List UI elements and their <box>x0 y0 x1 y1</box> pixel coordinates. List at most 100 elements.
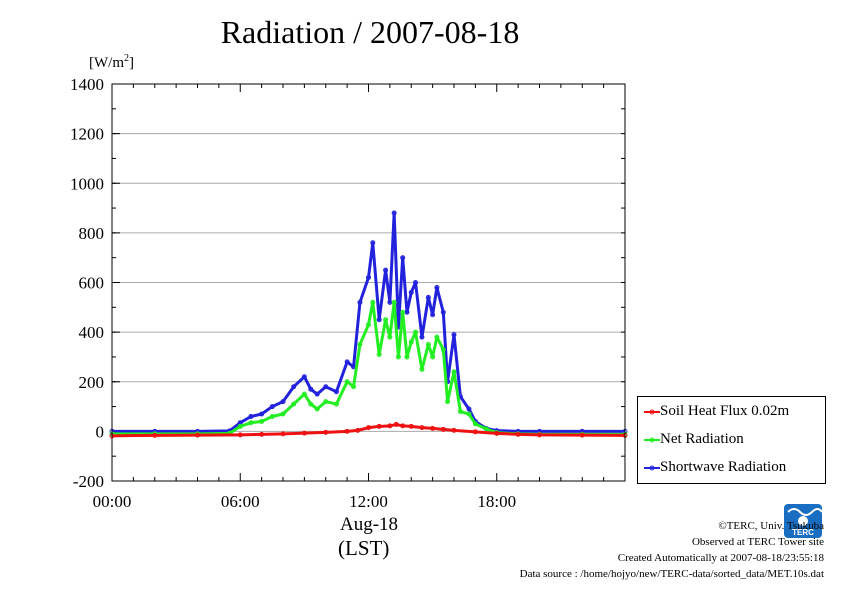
series-lines <box>109 210 628 439</box>
data-point <box>387 423 393 429</box>
data-point <box>483 426 489 432</box>
plot-frame <box>111 83 626 482</box>
data-point <box>466 411 472 417</box>
data-point <box>366 275 371 281</box>
y-tick-label: 1000 <box>70 174 104 193</box>
data-point <box>451 427 457 433</box>
legend-item-soil-heat-flux: Soil Heat Flux 0.02m <box>638 402 825 422</box>
data-point <box>466 406 472 412</box>
data-point <box>280 399 286 405</box>
data-point <box>248 413 254 419</box>
data-point <box>425 294 431 300</box>
data-point <box>413 329 419 335</box>
data-point <box>344 359 350 365</box>
data-point <box>391 299 397 305</box>
data-point <box>472 429 478 435</box>
data-point <box>259 418 265 424</box>
data-point <box>395 354 401 360</box>
data-point <box>237 423 243 429</box>
series-1 <box>109 299 628 437</box>
data-point <box>344 428 350 434</box>
data-point <box>419 425 425 431</box>
data-point <box>383 267 389 273</box>
x-tick-label: 18:00 <box>477 492 516 511</box>
data-point <box>323 399 329 405</box>
data-point <box>269 404 275 410</box>
data-point <box>357 342 363 348</box>
data-point <box>259 431 265 437</box>
data-point <box>291 384 297 390</box>
data-point <box>248 420 254 426</box>
data-point <box>376 423 382 429</box>
data-point <box>357 299 363 305</box>
data-point <box>537 432 542 438</box>
data-point <box>400 255 406 261</box>
data-point <box>413 280 419 285</box>
credit-source: Data source : /home/hojyo/new/TERC-data/… <box>519 568 824 580</box>
data-point <box>301 391 307 397</box>
data-point <box>419 366 425 372</box>
y-tick-label: 200 <box>79 373 105 392</box>
y-axis: -200 0 200 400 600 800 1000 1200 1400 <box>70 75 625 491</box>
data-point <box>419 334 425 340</box>
x-axis: 00:00 06:00 12:00 18:00 <box>93 84 626 511</box>
data-point <box>393 421 399 427</box>
data-point <box>387 334 393 340</box>
data-point <box>445 399 451 405</box>
x-tick-label: 12:00 <box>349 492 388 511</box>
data-point <box>344 379 350 385</box>
data-point <box>333 389 339 395</box>
legend-swatch-soil <box>644 409 660 415</box>
credit-observed: Observed at TERC Tower site <box>691 536 824 548</box>
data-point <box>472 421 478 427</box>
legend-item-shortwave: Shortwave Radiation <box>638 458 825 478</box>
y-tick-label: 400 <box>79 323 105 342</box>
series-line <box>112 211 625 433</box>
data-point <box>425 342 431 348</box>
y-tick-label: -200 <box>73 472 104 491</box>
data-point <box>440 426 446 432</box>
data-point <box>430 354 436 360</box>
data-point <box>451 369 457 375</box>
data-point <box>579 432 585 438</box>
data-point <box>434 334 440 340</box>
data-point <box>430 312 436 318</box>
svg-text:TERC: TERC <box>792 528 814 537</box>
data-point <box>323 384 329 390</box>
data-point <box>308 401 314 407</box>
data-point <box>457 409 463 415</box>
legend-label-soil: Soil Heat Flux 0.02m <box>660 403 790 419</box>
data-point <box>370 240 376 246</box>
data-point <box>430 425 436 431</box>
y-tick-label: 800 <box>79 224 105 243</box>
y-axis-unit: [W/m2] <box>89 53 134 71</box>
data-point <box>351 384 357 390</box>
x-axis-date-label: Aug-18 <box>340 514 399 535</box>
data-point <box>314 391 320 397</box>
y-tick-label: 1400 <box>70 75 104 94</box>
credit-copyright: ©TERC, Univ. Tsukuba <box>718 520 824 532</box>
data-point <box>408 423 414 429</box>
x-axis-timezone-label: (LST) <box>338 536 390 560</box>
data-point <box>366 322 371 328</box>
data-point <box>237 432 243 438</box>
data-point <box>440 346 446 352</box>
data-point <box>391 210 397 216</box>
terc-logo-icon: TERC <box>784 504 822 538</box>
data-point <box>308 386 314 392</box>
data-point <box>301 430 307 436</box>
data-point <box>333 401 339 407</box>
series-0 <box>109 421 628 439</box>
legend-label-net: Net Radiation <box>660 431 744 447</box>
data-point <box>195 432 200 438</box>
data-point <box>366 425 371 431</box>
data-point <box>440 309 446 315</box>
data-point <box>280 411 286 417</box>
credit-created: Created Automatically at 2007-08-18/23:5… <box>617 552 824 564</box>
data-point <box>152 432 158 438</box>
data-point <box>400 309 406 315</box>
y-tick-label: 1200 <box>70 125 104 144</box>
data-point <box>323 429 329 435</box>
data-point <box>404 354 410 360</box>
